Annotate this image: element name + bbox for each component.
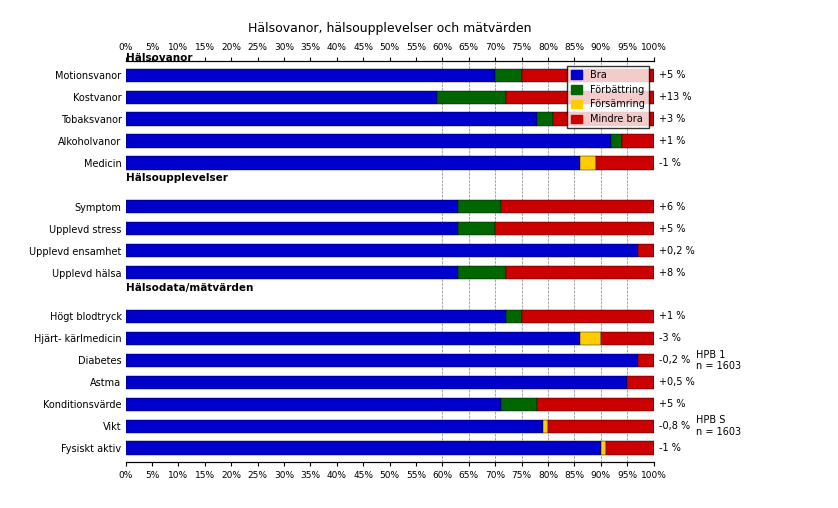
Bar (500, 398, 537, 411)
Bar (126, 266, 458, 279)
Text: -1 %: -1 % (659, 158, 680, 168)
Bar (458, 222, 495, 235)
Bar (126, 310, 506, 323)
Bar (580, 156, 596, 170)
Bar (622, 135, 654, 148)
Bar (126, 90, 437, 104)
Bar (126, 398, 500, 411)
Bar (601, 441, 606, 455)
Text: +3 %: +3 % (659, 114, 685, 124)
Bar (612, 135, 622, 148)
Bar (521, 69, 654, 82)
Bar (126, 135, 612, 148)
Bar (126, 375, 627, 389)
Bar (580, 332, 601, 345)
Text: +13 %: +13 % (659, 92, 691, 102)
Bar (506, 310, 521, 323)
Text: +5 %: +5 % (659, 70, 685, 80)
Text: Hälsovanor: Hälsovanor (126, 53, 192, 63)
Bar (126, 441, 601, 455)
Text: +0,2 %: +0,2 % (659, 246, 695, 256)
Bar (126, 112, 537, 125)
Bar (126, 244, 638, 257)
Bar (495, 222, 654, 235)
Bar (126, 332, 580, 345)
Bar (521, 310, 654, 323)
Text: +0,5 %: +0,5 % (659, 377, 695, 387)
Bar (596, 156, 654, 170)
Text: HPB S
n = 1603: HPB S n = 1603 (696, 416, 741, 437)
Bar (506, 90, 654, 104)
Bar (458, 200, 500, 213)
Legend: Bra, Förbättring, Försämring, Mindre bra: Bra, Förbättring, Försämring, Mindre bra (566, 66, 649, 128)
Bar (638, 354, 654, 367)
Text: -1 %: -1 % (659, 443, 680, 453)
Bar (126, 200, 458, 213)
Bar (601, 332, 654, 345)
Text: +5 %: +5 % (659, 399, 685, 409)
Text: Hälsodata/mätvärden: Hälsodata/mätvärden (126, 283, 253, 293)
Text: -3 %: -3 % (659, 333, 680, 343)
Bar (638, 244, 654, 257)
Text: +1 %: +1 % (659, 136, 685, 146)
Bar (548, 420, 654, 433)
Text: Hälsoupplevelser: Hälsoupplevelser (126, 173, 228, 183)
Bar (537, 398, 654, 411)
Title: Hälsovanor, hälsoupplevelser och mätvärden: Hälsovanor, hälsoupplevelser och mätvärd… (248, 22, 531, 35)
Text: HPB 1
n = 1603: HPB 1 n = 1603 (696, 350, 741, 371)
Bar (495, 69, 521, 82)
Bar (543, 420, 548, 433)
Bar (537, 112, 553, 125)
Bar (437, 90, 506, 104)
Bar (126, 420, 543, 433)
Text: +5 %: +5 % (659, 224, 685, 234)
Bar (500, 200, 654, 213)
Bar (126, 222, 458, 235)
Text: -0,2 %: -0,2 % (659, 355, 691, 365)
Bar (126, 156, 580, 170)
Text: +6 %: +6 % (659, 202, 685, 212)
Text: +8 %: +8 % (659, 268, 685, 277)
Bar (458, 266, 506, 279)
Text: +1 %: +1 % (659, 311, 685, 322)
Bar (553, 112, 654, 125)
Bar (126, 69, 495, 82)
Text: -0,8 %: -0,8 % (659, 421, 690, 431)
Bar (606, 441, 654, 455)
Bar (506, 266, 654, 279)
Bar (126, 354, 638, 367)
Bar (627, 375, 654, 389)
